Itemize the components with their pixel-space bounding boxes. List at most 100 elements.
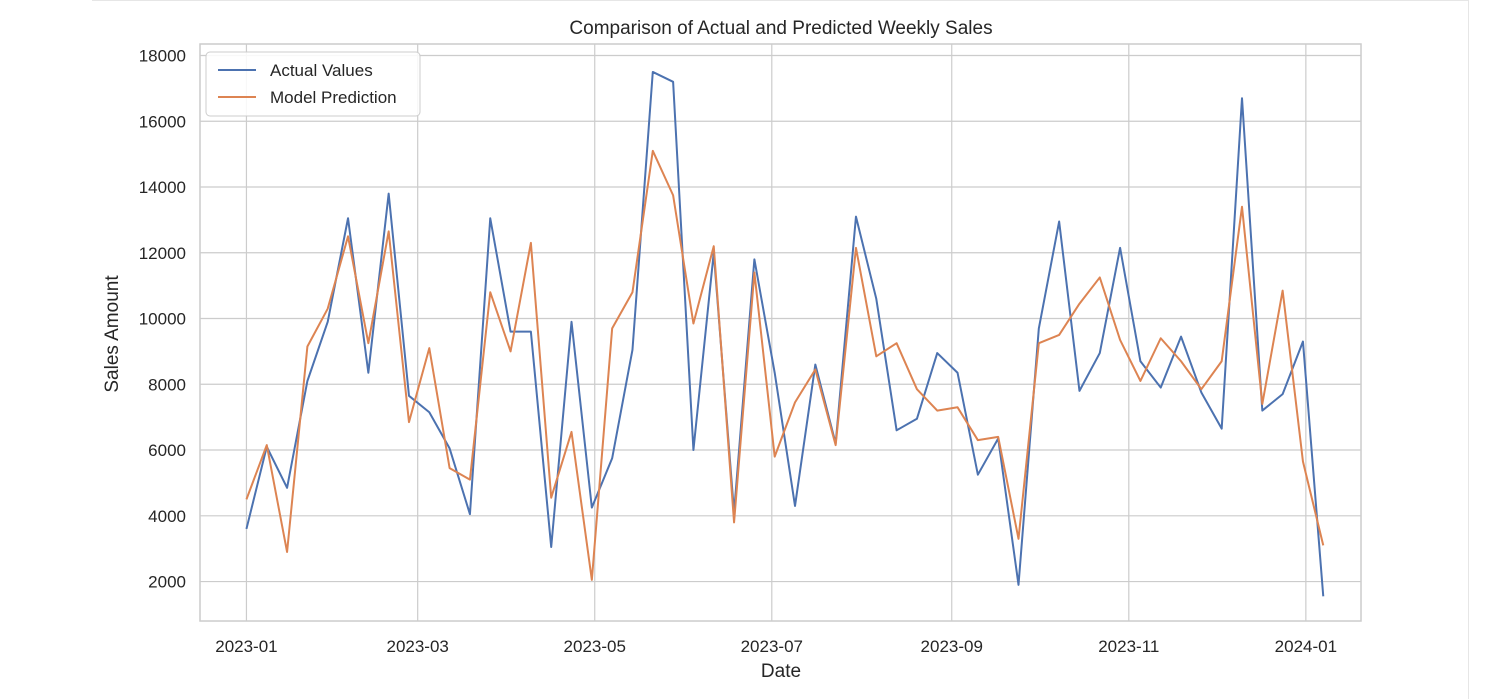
prediction-point xyxy=(327,308,329,310)
prediction-point xyxy=(550,497,552,499)
prediction-point xyxy=(814,368,816,370)
prediction-point xyxy=(510,350,512,352)
actual-point xyxy=(388,193,390,195)
x-axis-label: Date xyxy=(761,661,801,682)
prediction-point xyxy=(936,410,938,412)
prediction-point xyxy=(753,271,755,273)
x-tick-label: 2023-07 xyxy=(741,637,803,656)
x-tick-label: 2023-03 xyxy=(386,637,448,656)
prediction-point xyxy=(652,150,654,152)
prediction-point xyxy=(306,345,308,347)
actual-point xyxy=(347,217,349,219)
prediction-point xyxy=(1099,276,1101,278)
legend-box xyxy=(205,51,421,117)
y-tick-label: 8000 xyxy=(148,375,186,394)
actual-point xyxy=(672,81,674,83)
frame-top-border xyxy=(92,0,1469,1)
prediction-point xyxy=(916,388,918,390)
prediction-point xyxy=(631,291,633,293)
actual-point xyxy=(530,331,532,333)
y-tick-label: 18000 xyxy=(139,47,186,66)
prediction-point xyxy=(1302,461,1304,463)
prediction-point xyxy=(1078,303,1080,305)
actual-point xyxy=(957,372,959,374)
x-tick-label: 2023-05 xyxy=(564,637,626,656)
chart-title: Comparison of Actual and Predicted Weekl… xyxy=(569,18,992,39)
actual-point xyxy=(977,474,979,476)
prediction-point xyxy=(733,521,735,523)
prediction-point xyxy=(1180,360,1182,362)
actual-point xyxy=(367,372,369,374)
prediction-point xyxy=(388,230,390,232)
prediction-point xyxy=(1200,388,1202,390)
y-tick-label: 12000 xyxy=(139,244,186,263)
actual-point xyxy=(652,71,654,73)
x-tick-label: 2023-11 xyxy=(1098,637,1159,656)
series-lines xyxy=(245,70,1325,597)
actual-point xyxy=(245,528,247,530)
prediction-point xyxy=(591,579,593,581)
actual-point xyxy=(875,298,877,300)
actual-point xyxy=(327,321,329,323)
actual-point xyxy=(774,372,776,374)
y-axis-label: Sales Amount xyxy=(102,275,123,393)
series-line-prediction xyxy=(245,149,1325,581)
actual-point xyxy=(408,395,410,397)
plot-border xyxy=(199,43,1362,622)
prediction-point xyxy=(1058,334,1060,336)
prediction-point xyxy=(1261,403,1263,405)
actual-point xyxy=(306,380,308,382)
actual-point xyxy=(1058,221,1060,223)
actual-point xyxy=(916,418,918,420)
prediction-point xyxy=(1322,544,1324,546)
series-line-actual xyxy=(245,70,1325,597)
frame-right-border xyxy=(1468,0,1469,699)
actual-point xyxy=(1038,327,1040,329)
prediction-point xyxy=(489,291,491,293)
prediction-point xyxy=(347,235,349,237)
prediction-point xyxy=(266,444,268,446)
actual-point xyxy=(286,487,288,489)
actual-point xyxy=(1282,393,1284,395)
prediction-point xyxy=(957,406,959,408)
y-tick-label: 2000 xyxy=(148,573,186,592)
actual-point xyxy=(510,331,512,333)
grid-lines xyxy=(200,44,1361,621)
actual-point xyxy=(469,513,471,515)
actual-point xyxy=(1221,428,1223,430)
prediction-point xyxy=(896,342,898,344)
prediction-point xyxy=(1139,380,1141,382)
prediction-point xyxy=(855,247,857,249)
prediction-point xyxy=(672,194,674,196)
prediction-point xyxy=(1160,337,1162,339)
actual-point xyxy=(631,349,633,351)
actual-point xyxy=(1078,390,1080,392)
prediction-point xyxy=(449,467,451,469)
prediction-point xyxy=(794,401,796,403)
prediction-point xyxy=(997,436,999,438)
prediction-point xyxy=(367,342,369,344)
y-tick-label: 4000 xyxy=(148,507,186,526)
y-tick-label: 14000 xyxy=(139,178,186,197)
actual-point xyxy=(1302,341,1304,343)
actual-point xyxy=(1139,360,1141,362)
prediction-point xyxy=(611,327,613,329)
actual-point xyxy=(1261,410,1263,412)
x-tick-label: 2023-01 xyxy=(215,637,277,656)
prediction-point xyxy=(408,421,410,423)
prediction-point xyxy=(774,456,776,458)
prediction-point xyxy=(692,322,694,324)
actual-point xyxy=(1099,352,1101,354)
actual-point xyxy=(794,505,796,507)
actual-point xyxy=(571,321,573,323)
actual-point xyxy=(489,217,491,219)
prediction-point xyxy=(1221,360,1223,362)
prediction-point xyxy=(1119,339,1121,341)
y-tick-labels: 2000 4000 6000 8000 10000 12000 14000 16000 1800… xyxy=(139,47,186,592)
actual-point xyxy=(855,216,857,218)
actual-point xyxy=(753,258,755,260)
actual-point xyxy=(550,546,552,548)
prediction-point xyxy=(1282,290,1284,292)
actual-point xyxy=(449,447,451,449)
prediction-point xyxy=(469,479,471,481)
